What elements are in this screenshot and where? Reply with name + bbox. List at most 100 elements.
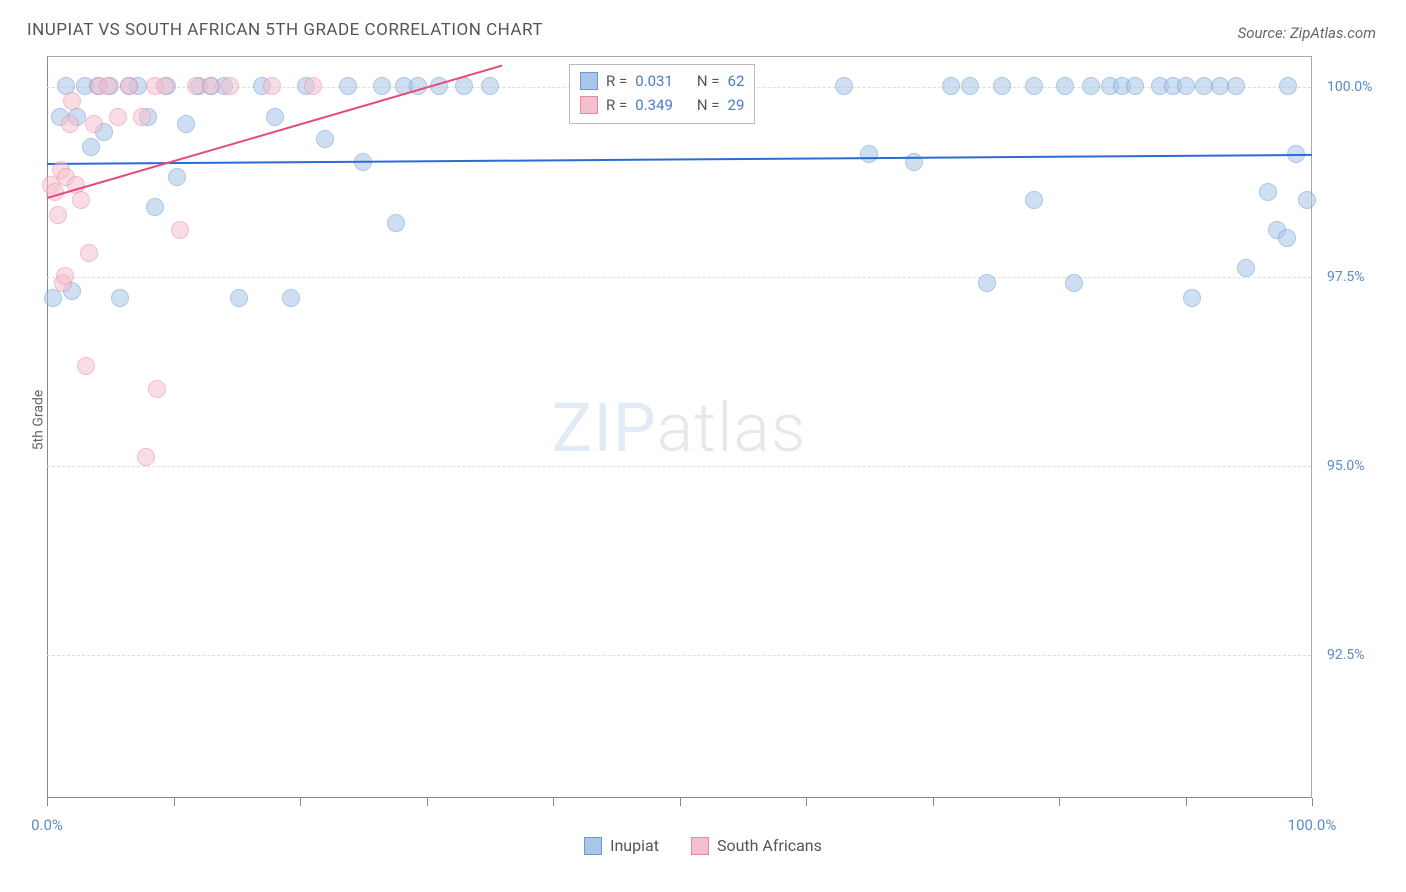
x-tick (300, 798, 301, 806)
inupiat-swatch (584, 837, 602, 855)
south_africans-point (137, 448, 155, 466)
source-label: Source: ZipAtlas.com (1238, 24, 1376, 42)
plot-area: ZIPatlas 92.5%95.0%97.5%100.0%0.0%100.0% (47, 57, 1311, 798)
inupiat-point (44, 289, 62, 307)
watermark-atlas: atlas (657, 388, 807, 468)
inupiat-point (1183, 289, 1201, 307)
stats-row-inupiat: R = 0.031 N = 62 (580, 69, 744, 93)
x-tick (1312, 798, 1313, 806)
y-tick-label: 100.0% (1327, 79, 1372, 95)
legend-label: Inupiat (610, 836, 659, 855)
r-value: 0.349 (635, 96, 673, 114)
inupiat-point (1025, 77, 1043, 95)
south_africans-point (80, 244, 98, 262)
inupiat-point (1065, 274, 1083, 292)
scatter-plot: ZIPatlas 92.5%95.0%97.5%100.0%0.0%100.0%… (47, 56, 1312, 798)
inupiat-point (1056, 77, 1074, 95)
inupiat-point (1177, 77, 1195, 95)
inupiat-point (111, 289, 129, 307)
south_africans-point (304, 77, 322, 95)
x-tick (174, 798, 175, 806)
x-tick (680, 798, 681, 806)
r-label: R = (606, 96, 627, 114)
x-tick (1059, 798, 1060, 806)
inupiat-point (1082, 77, 1100, 95)
inupiat-point (961, 77, 979, 95)
legend-item-south_africans: South Africans (691, 836, 822, 855)
n-label: N = (697, 96, 720, 114)
gridline (47, 466, 1311, 467)
south_africans-point (263, 77, 281, 95)
inupiat-point (266, 108, 284, 126)
south_africans-point (133, 108, 151, 126)
r-value: 0.031 (635, 72, 673, 90)
inupiat-point (1126, 77, 1144, 95)
series-legend: Inupiat South Africans (0, 836, 1406, 859)
south_africans-point (156, 77, 174, 95)
inupiat-point (168, 168, 186, 186)
south_africans-point (221, 77, 239, 95)
x-tick-label: 0.0% (31, 816, 63, 834)
n-label: N = (697, 72, 720, 90)
inupiat-point (1211, 77, 1229, 95)
y-axis (47, 57, 48, 798)
x-tick (427, 798, 428, 806)
inupiat-point (1227, 77, 1245, 95)
south_africans-point (109, 108, 127, 126)
inupiat-trendline (47, 154, 1312, 165)
inupiat-point (146, 198, 164, 216)
south_africans-point (63, 92, 81, 110)
inupiat-point (1279, 77, 1297, 95)
south_africans-point (99, 77, 117, 95)
south_africans-swatch (691, 837, 709, 855)
watermark: ZIPatlas (552, 388, 807, 468)
inupiat-point (373, 77, 391, 95)
chart-title: INUPIAT VS SOUTH AFRICAN 5TH GRADE CORRE… (27, 20, 543, 40)
y-tick-label: 92.5% (1327, 647, 1365, 663)
inupiat-point (282, 289, 300, 307)
n-value: 29 (728, 96, 745, 114)
south_africans-point (56, 267, 74, 285)
gridline (47, 277, 1311, 278)
inupiat-point (1278, 229, 1296, 247)
legend-item-inupiat: Inupiat (584, 836, 659, 855)
south_africans-point (49, 206, 67, 224)
inupiat-point (993, 77, 1011, 95)
inupiat-point (455, 77, 473, 95)
inupiat-point (387, 214, 405, 232)
legend-label: South Africans (717, 836, 822, 855)
x-tick (553, 798, 554, 806)
inupiat-point (835, 77, 853, 95)
inupiat-point (860, 145, 878, 163)
x-tick (806, 798, 807, 806)
stats-row-south_africans: R = 0.349 N = 29 (580, 93, 744, 117)
gridline (47, 655, 1311, 656)
south_africans-point (85, 115, 103, 133)
y-tick-label: 95.0% (1327, 458, 1365, 474)
y-tick-label: 97.5% (1327, 269, 1365, 285)
inupiat-point (1259, 183, 1277, 201)
n-value: 62 (728, 72, 745, 90)
r-label: R = (606, 72, 627, 90)
stats-legend: R = 0.031 N = 62 R = 0.349 N = 29 (569, 64, 755, 124)
inupiat-point (82, 138, 100, 156)
south_africans-swatch (580, 96, 598, 114)
inupiat-point (481, 77, 499, 95)
south_africans-point (202, 77, 220, 95)
south_africans-point (148, 380, 166, 398)
inupiat-point (1298, 191, 1316, 209)
south_africans-point (72, 191, 90, 209)
x-tick (47, 798, 48, 806)
y-axis-title: 5th Grade (30, 390, 46, 451)
inupiat-point (905, 153, 923, 171)
south_africans-point (77, 357, 95, 375)
inupiat-point (316, 130, 334, 148)
inupiat-point (1025, 191, 1043, 209)
watermark-zip: ZIP (552, 388, 657, 468)
inupiat-swatch (580, 72, 598, 90)
south_africans-point (61, 115, 79, 133)
inupiat-point (339, 77, 357, 95)
x-tick (933, 798, 934, 806)
x-tick (1186, 798, 1187, 806)
south_africans-point (120, 77, 138, 95)
